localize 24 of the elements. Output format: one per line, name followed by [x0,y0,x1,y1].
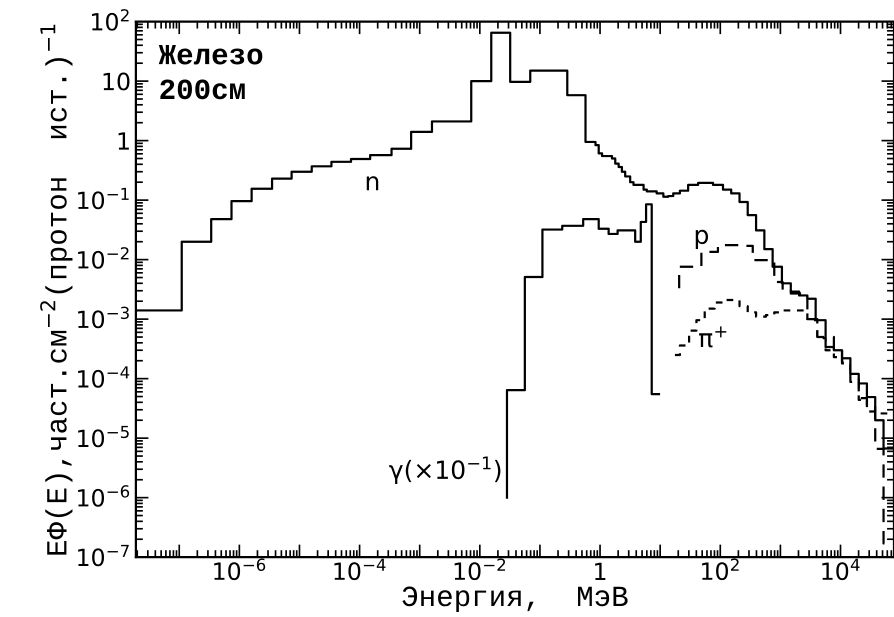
x-tick-label: 10$^{2}$ [702,558,739,580]
series-label: π$^{+}$ [699,326,726,348]
x-tick-label: 10$^{−4}$ [334,558,386,580]
y-tick-label: 10$^{−5}$ [78,426,129,448]
y-axis-title: ЕΦ(Е),част.см$^{−2}$(протон ист.)$^{−1}$ [40,24,72,555]
x-axis-title: Энергия, МэВ [402,586,628,612]
x-tick-label: 10$^{−2}$ [454,558,506,580]
x-tick-label: 10$^{4}$ [822,558,860,580]
y-tick-label: 10 [104,72,130,90]
y-tick-label: 1 [118,132,129,150]
series-label: n [366,176,378,190]
x-tick-label: 10$^{−6}$ [214,558,266,580]
series-label: p [696,230,708,249]
y-tick-label: 10$^{−7}$ [78,544,129,566]
x-tick-label: 1 [595,562,606,580]
annotation: Железо [158,44,262,64]
y-tick-label: 10$^{2}$ [92,9,129,31]
annotation: 200см [160,79,245,100]
y-tick-label: 10$^{−6}$ [78,485,130,507]
series-label: γ(×10$^{−1}$) [389,456,500,484]
y-tick-label: 10$^{−3}$ [78,306,129,328]
y-tick-label: 10$^{−4}$ [78,366,130,388]
y-tick-label: 10$^{−2}$ [78,247,129,269]
y-tick-label: 10$^{−1}$ [78,188,129,210]
